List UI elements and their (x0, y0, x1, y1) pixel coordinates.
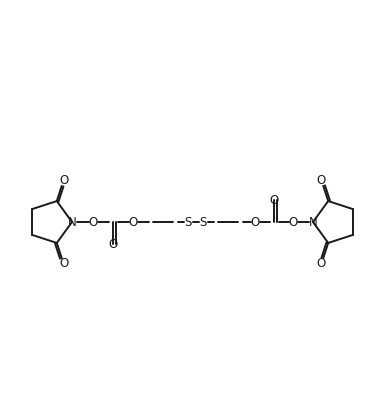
Text: N: N (309, 216, 318, 229)
Text: O: O (250, 216, 260, 229)
Text: O: O (88, 216, 97, 229)
Text: S: S (199, 216, 207, 229)
Text: S: S (184, 216, 192, 229)
Text: O: O (59, 173, 68, 187)
Text: N: N (68, 216, 76, 229)
Text: O: O (108, 237, 118, 250)
Text: O: O (317, 173, 326, 187)
Text: O: O (128, 216, 138, 229)
Text: O: O (59, 257, 68, 270)
Text: O: O (288, 216, 297, 229)
Text: O: O (269, 194, 278, 206)
Text: O: O (317, 257, 326, 270)
